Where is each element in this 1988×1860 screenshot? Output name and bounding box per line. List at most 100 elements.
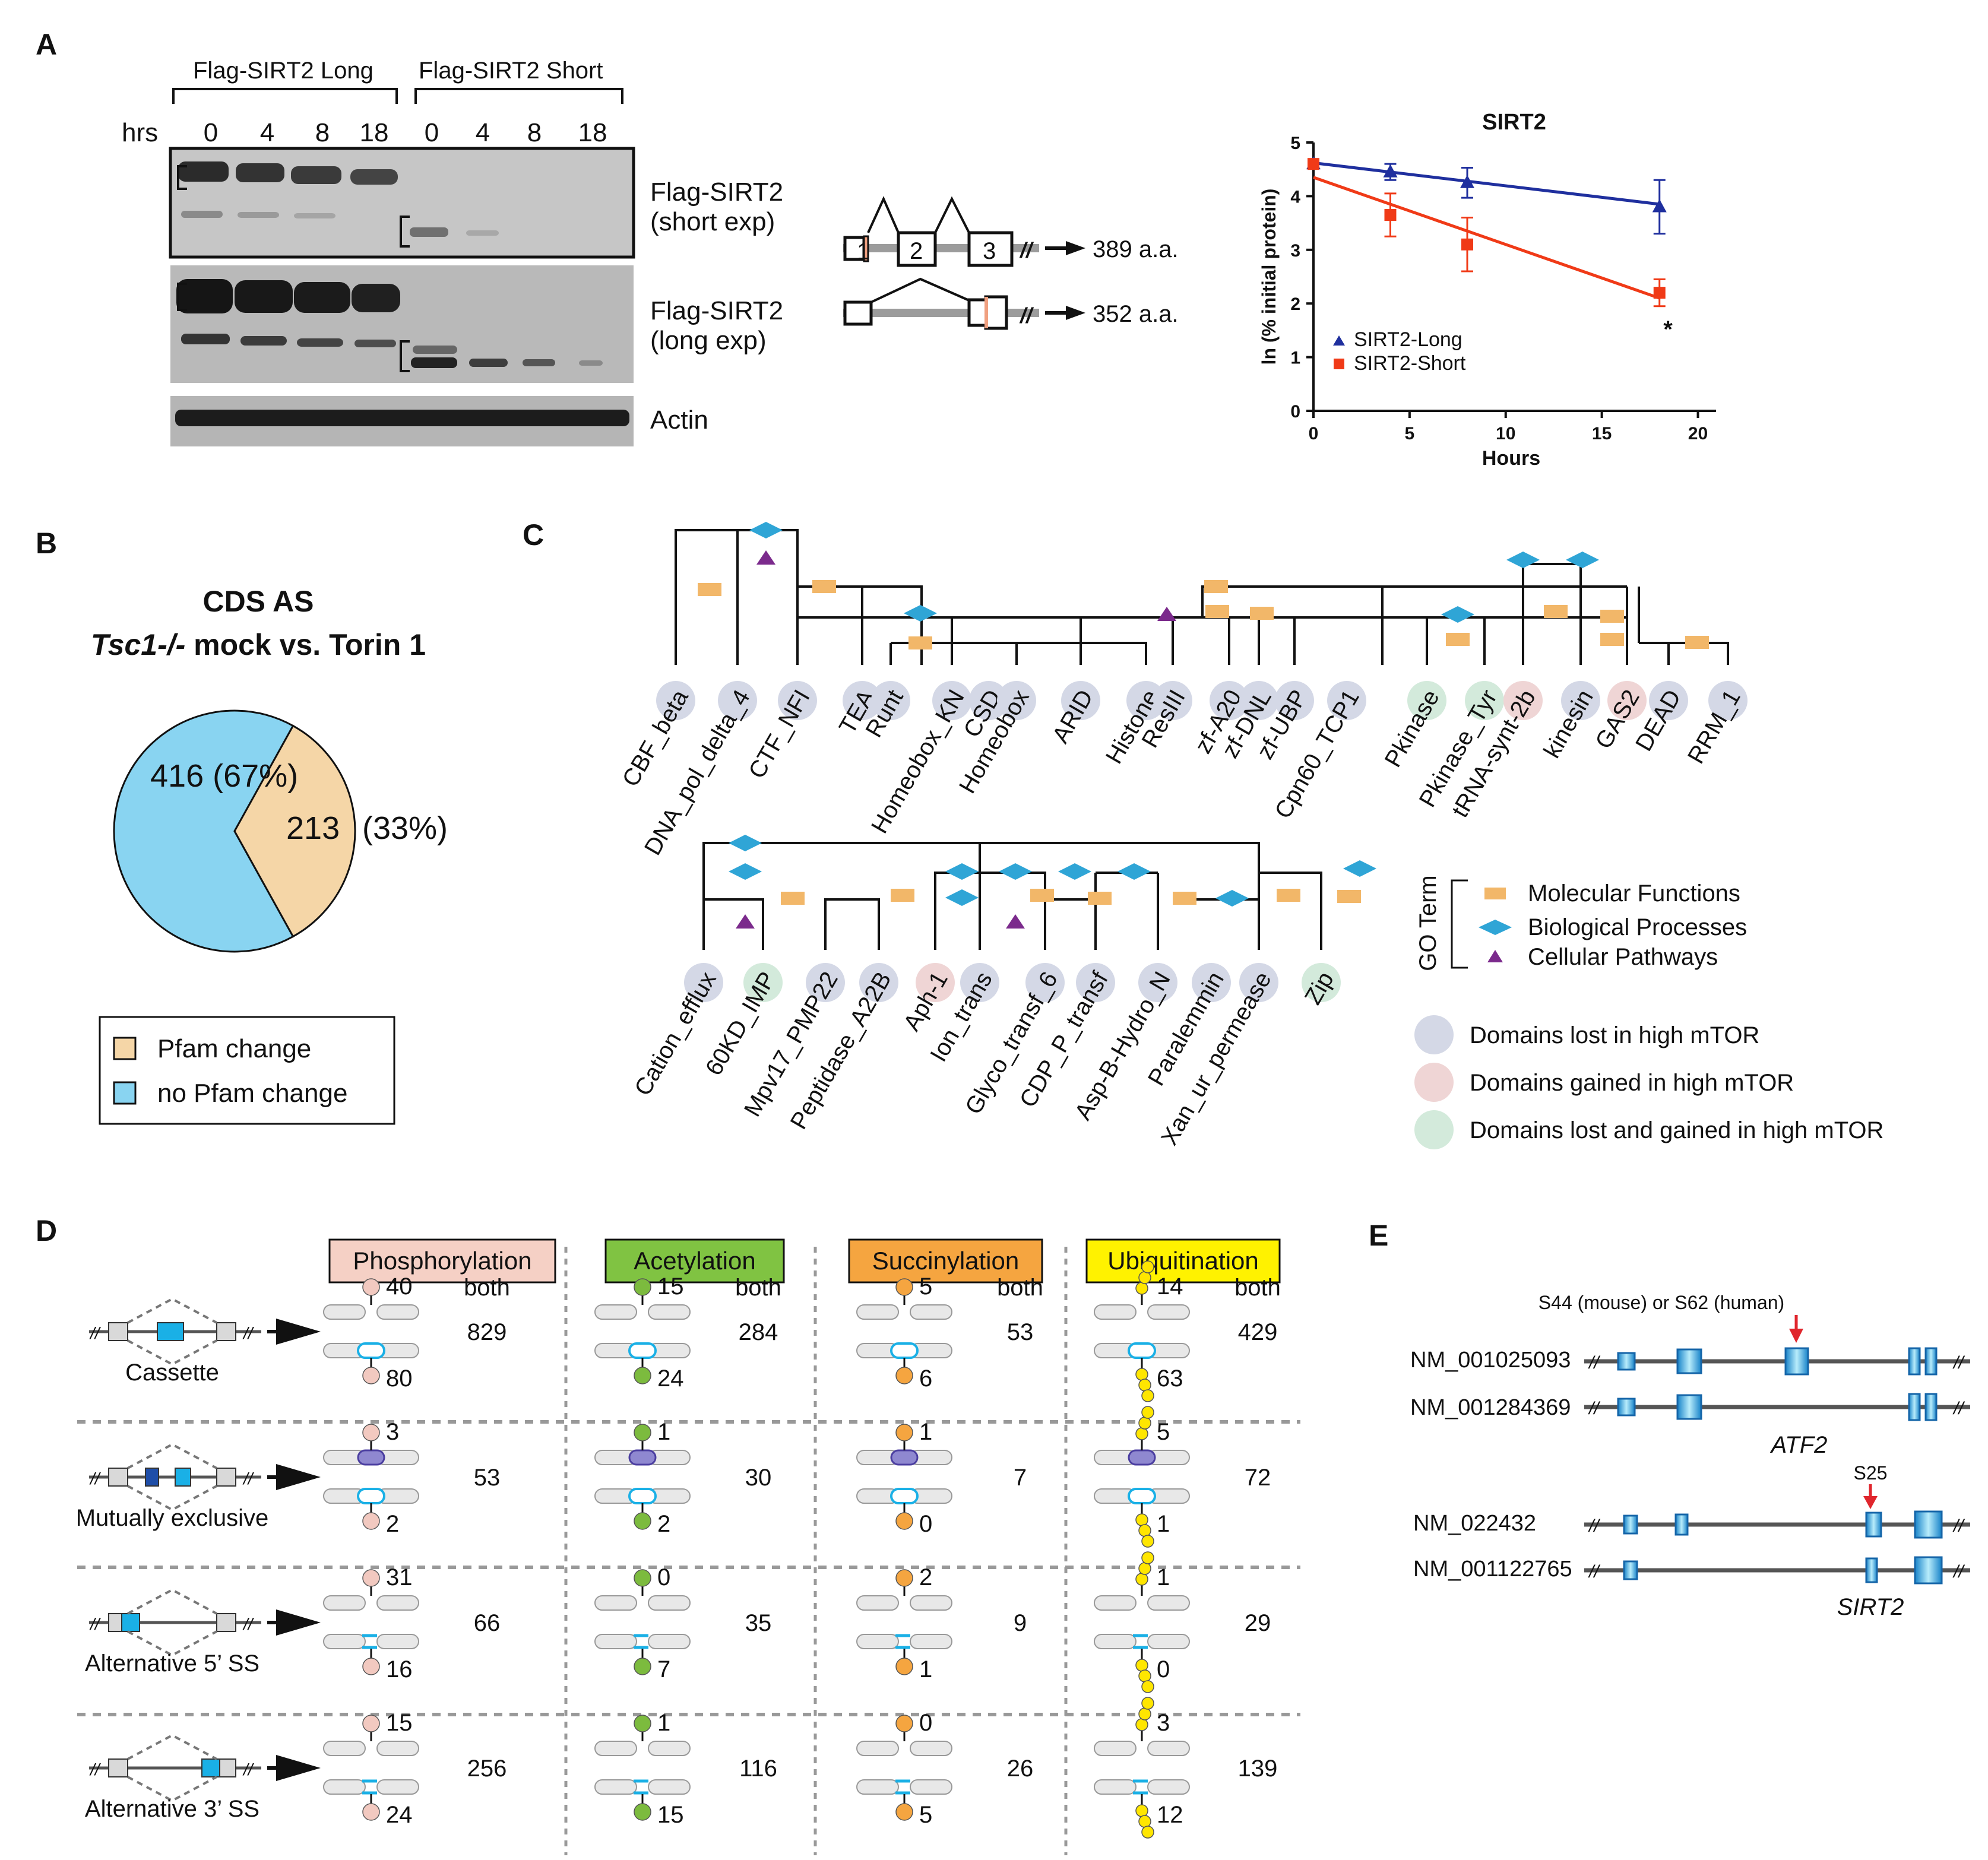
protein-segment bbox=[1094, 1779, 1137, 1795]
ptm-count-long: 15 bbox=[657, 1273, 684, 1300]
protein-segment bbox=[1147, 1304, 1190, 1320]
exon-block bbox=[1914, 1556, 1943, 1585]
ubiquitin-icon bbox=[1135, 1573, 1148, 1586]
timepoint-label: 8 bbox=[527, 118, 542, 147]
alt-ss-segment bbox=[362, 1779, 377, 1795]
domain-circle-lost bbox=[1275, 681, 1314, 720]
ptm-header-label: Acetylation bbox=[634, 1247, 755, 1275]
exon-block bbox=[1623, 1560, 1638, 1580]
ptm-count-long: 0 bbox=[657, 1564, 670, 1590]
group-bracket-short bbox=[414, 88, 623, 104]
y-tick-label: 5 bbox=[1290, 134, 1300, 153]
pie-slice-no-change bbox=[113, 709, 295, 953]
break-mark: // bbox=[1952, 1353, 1965, 1373]
ptm-site-icon bbox=[634, 1278, 651, 1296]
domain-label: kinesin bbox=[1539, 686, 1598, 763]
alt-ss-segment bbox=[895, 1634, 910, 1649]
panel-label-d: D bbox=[36, 1214, 57, 1247]
ptm-count-long: 1 bbox=[919, 1419, 932, 1445]
blot-label-long-1: Flag-SIRT2 bbox=[650, 296, 783, 325]
domain-circle-both bbox=[1465, 681, 1504, 720]
both-header: both bbox=[997, 1275, 1043, 1301]
included-exon-segment bbox=[1128, 1488, 1156, 1504]
go-legend-bracket bbox=[1451, 879, 1468, 969]
protein-segment bbox=[323, 1741, 366, 1756]
ptm-count-long: 1 bbox=[657, 1419, 670, 1445]
ubiquitin-icon bbox=[1135, 1804, 1148, 1817]
sirt2-transcript-2: NM_001122765 bbox=[1413, 1557, 1572, 1582]
data-point-long bbox=[1383, 164, 1398, 178]
group-label-short: Flag-SIRT2 Short bbox=[419, 58, 603, 84]
exclusive-exon-segment bbox=[357, 1449, 385, 1466]
domain-circle-lost bbox=[656, 681, 695, 720]
legend-marker-short bbox=[1334, 359, 1344, 369]
legend-mf-label: Molecular Functions bbox=[1528, 880, 1740, 907]
x-tick-label: 0 bbox=[1309, 424, 1319, 443]
protein-segment bbox=[856, 1634, 899, 1649]
mutually-exclusive-exon bbox=[145, 1468, 159, 1487]
ptm-count-both: 53 bbox=[474, 1465, 501, 1491]
break-mark: // bbox=[1588, 1353, 1600, 1373]
molecular-function-icon bbox=[698, 583, 721, 596]
pie-title-comparison: mock vs. Torin 1 bbox=[185, 628, 426, 661]
exon-block bbox=[1784, 1347, 1809, 1376]
protein-segment bbox=[594, 1779, 637, 1795]
biological-process-icon bbox=[729, 835, 762, 851]
ubiquitin-icon bbox=[1135, 1513, 1148, 1526]
ubiquitin-icon bbox=[1135, 1368, 1148, 1381]
exon-block bbox=[1865, 1557, 1878, 1583]
domain-circle-lost bbox=[859, 963, 898, 1002]
protein-segment bbox=[1147, 1741, 1190, 1756]
protein-segment bbox=[594, 1595, 637, 1611]
chart-legend: SIRT2-Long SIRT2-Short bbox=[1333, 328, 1466, 375]
biological-process-icon bbox=[1118, 863, 1151, 880]
event-type-label: Mutually exclusive bbox=[76, 1505, 269, 1531]
sirt2-gene-models: 1 2 3 // 389 a.a. // 352 a.a. bbox=[843, 196, 1179, 330]
protein-segment bbox=[323, 1634, 366, 1649]
ptm-count-both: 9 bbox=[1014, 1610, 1027, 1636]
chart-title: SIRT2 bbox=[1482, 110, 1546, 135]
ptm-count-long: 2 bbox=[919, 1564, 932, 1590]
molecular-function-icon bbox=[1205, 605, 1229, 618]
ptm-count-both: 30 bbox=[745, 1465, 772, 1491]
ptm-count-long: 0 bbox=[919, 1710, 932, 1736]
ptm-site-icon bbox=[895, 1424, 913, 1441]
biological-process-icon bbox=[1343, 860, 1376, 877]
atf2-site-label: S44 (mouse) or S62 (human) bbox=[1539, 1292, 1784, 1313]
ptm-site-icon bbox=[362, 1658, 380, 1675]
ptm-count-long: 14 bbox=[1157, 1273, 1183, 1300]
exclusive-exon-segment bbox=[1128, 1449, 1156, 1466]
cassette-exon bbox=[157, 1322, 184, 1341]
domain-circle-lost bbox=[1561, 681, 1600, 720]
ptm-count-long: 3 bbox=[386, 1419, 399, 1445]
molecular-function-icon bbox=[908, 636, 932, 649]
molecular-function-icon bbox=[781, 892, 805, 905]
exon-block bbox=[1924, 1393, 1938, 1421]
domain-circle-lost bbox=[1708, 681, 1748, 720]
ubiquitin-icon bbox=[1141, 1826, 1154, 1839]
ptm-header-box bbox=[328, 1238, 556, 1284]
ptm-site-icon bbox=[895, 1278, 913, 1296]
ubiquitin-icon bbox=[1141, 1535, 1154, 1548]
timepoint-label: 0 bbox=[425, 118, 439, 147]
included-exon-segment bbox=[890, 1488, 919, 1504]
significance-asterisk: * bbox=[1663, 316, 1673, 343]
panel-a-western-blot: Flag-SIRT2 Long Flag-SIRT2 Short hrs 0 4 8… bbox=[122, 58, 783, 446]
isoform-long-length: 389 a.a. bbox=[1093, 236, 1179, 262]
ptm-site-icon bbox=[362, 1715, 380, 1732]
cellular-pathway-icon bbox=[1157, 607, 1176, 621]
protein-segment bbox=[594, 1304, 637, 1320]
blot-label-long-2: (long exp) bbox=[650, 326, 767, 355]
pie-legend-label-no-change: no Pfam change bbox=[157, 1079, 347, 1108]
biological-process-icon bbox=[945, 863, 979, 880]
ptm-count-long: 1 bbox=[1157, 1564, 1170, 1590]
fit-line-sirt2-short bbox=[1313, 176, 1660, 300]
ubiquitin-icon bbox=[1138, 1815, 1151, 1828]
domain-circle-lost bbox=[1239, 963, 1278, 1002]
cellular-pathway-icon bbox=[756, 550, 775, 565]
timepoint-label: 0 bbox=[204, 118, 218, 147]
y-tick-label: 4 bbox=[1290, 187, 1300, 207]
domain-circle-gained bbox=[1607, 681, 1647, 720]
biological-process-icon bbox=[945, 889, 979, 906]
